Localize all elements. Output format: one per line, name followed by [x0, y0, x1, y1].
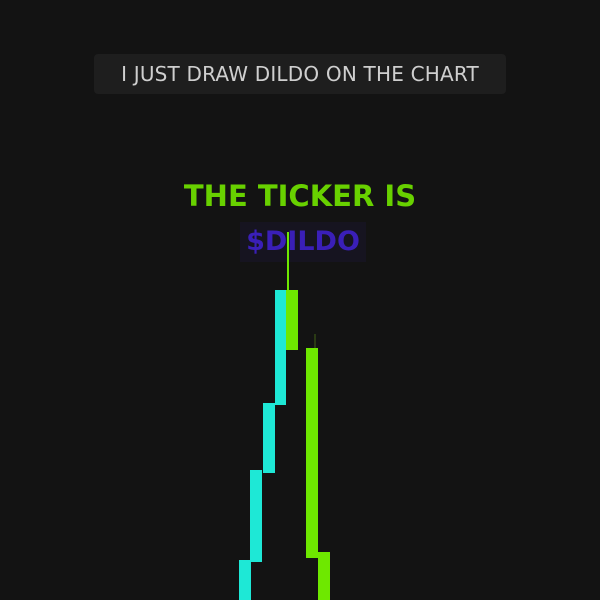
green-candle	[286, 290, 298, 350]
caption-banner: I JUST DRAW DILDO ON THE CHART	[94, 54, 506, 94]
ticker-text: $DILDO	[240, 222, 366, 262]
cyan-candle	[250, 470, 262, 562]
green-candle	[318, 552, 330, 600]
headline-text: THE TICKER IS	[183, 179, 417, 213]
cyan-candle	[263, 403, 275, 473]
cyan-candle	[275, 290, 286, 405]
cyan-candle	[239, 560, 251, 600]
green-candle	[306, 348, 318, 558]
green-wick-top	[287, 232, 289, 298]
